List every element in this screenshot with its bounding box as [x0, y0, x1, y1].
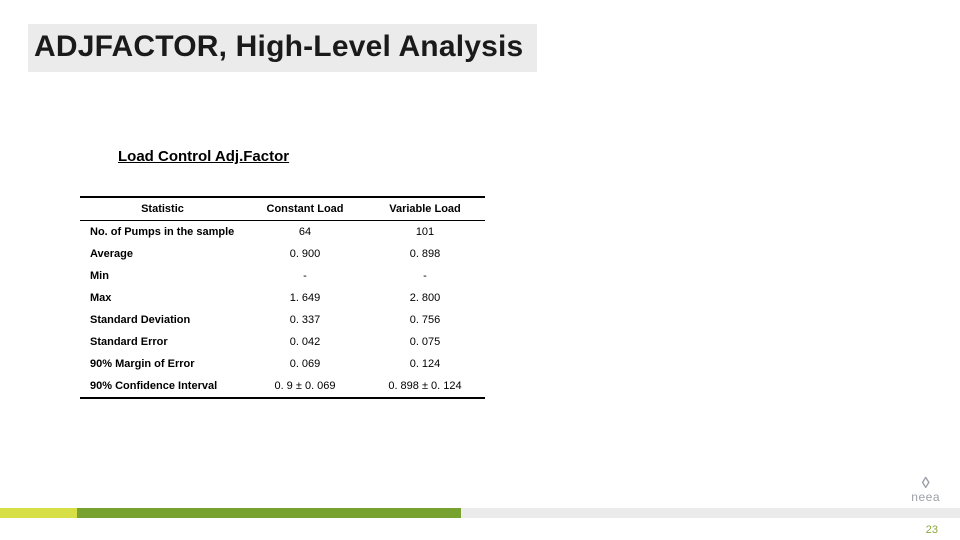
cell-val: 0. 075: [365, 331, 485, 353]
col-header-variable: Variable Load: [365, 197, 485, 221]
cell-val: 0. 337: [245, 309, 365, 331]
page-title: ADJFACTOR, High-Level Analysis: [34, 30, 523, 64]
cell-stat: 90% Margin of Error: [80, 353, 245, 375]
footer-accent-bar: [0, 508, 960, 518]
neea-logo: ◊ neea: [911, 476, 940, 504]
table-row: 90% Confidence Interval 0. 9 ± 0. 069 0.…: [80, 375, 485, 398]
cell-val: 64: [245, 221, 365, 244]
footer-seg-1: [0, 508, 77, 518]
cell-val: 0. 898: [365, 243, 485, 265]
cell-val: 0. 900: [245, 243, 365, 265]
cell-stat: Standard Deviation: [80, 309, 245, 331]
page-number: 23: [926, 524, 938, 536]
title-bar: ADJFACTOR, High-Level Analysis: [28, 24, 537, 72]
table-row: Min - -: [80, 265, 485, 287]
cell-val: 101: [365, 221, 485, 244]
table-row: Standard Deviation 0. 337 0. 756: [80, 309, 485, 331]
table-caption: Load Control Adj.Factor: [118, 148, 289, 165]
cell-val: 2. 800: [365, 287, 485, 309]
table-row: Max 1. 649 2. 800: [80, 287, 485, 309]
cell-stat: Min: [80, 265, 245, 287]
statistics-table: Statistic Constant Load Variable Load No…: [80, 196, 485, 399]
table-row: 90% Margin of Error 0. 069 0. 124: [80, 353, 485, 375]
cell-stat: Max: [80, 287, 245, 309]
slide: ADJFACTOR, High-Level Analysis Load Cont…: [0, 0, 960, 540]
col-header-constant: Constant Load: [245, 197, 365, 221]
footer-seg-2: [77, 508, 461, 518]
cell-val: 1. 649: [245, 287, 365, 309]
cell-val: 0. 042: [245, 331, 365, 353]
footer-seg-3: [461, 508, 960, 518]
table-row: Standard Error 0. 042 0. 075: [80, 331, 485, 353]
cell-val: 0. 069: [245, 353, 365, 375]
table-row: No. of Pumps in the sample 64 101: [80, 221, 485, 244]
table-row: Average 0. 900 0. 898: [80, 243, 485, 265]
cell-val: 0. 9 ± 0. 069: [245, 375, 365, 398]
cell-val: -: [365, 265, 485, 287]
cell-val: 0. 124: [365, 353, 485, 375]
cell-val: 0. 756: [365, 309, 485, 331]
cell-stat: No. of Pumps in the sample: [80, 221, 245, 244]
cell-stat: 90% Confidence Interval: [80, 375, 245, 398]
logo-text: neea: [911, 490, 940, 504]
cell-stat: Average: [80, 243, 245, 265]
cell-stat: Standard Error: [80, 331, 245, 353]
cell-val: -: [245, 265, 365, 287]
table-header-row: Statistic Constant Load Variable Load: [80, 197, 485, 221]
cell-val: 0. 898 ± 0. 124: [365, 375, 485, 398]
col-header-statistic: Statistic: [80, 197, 245, 221]
